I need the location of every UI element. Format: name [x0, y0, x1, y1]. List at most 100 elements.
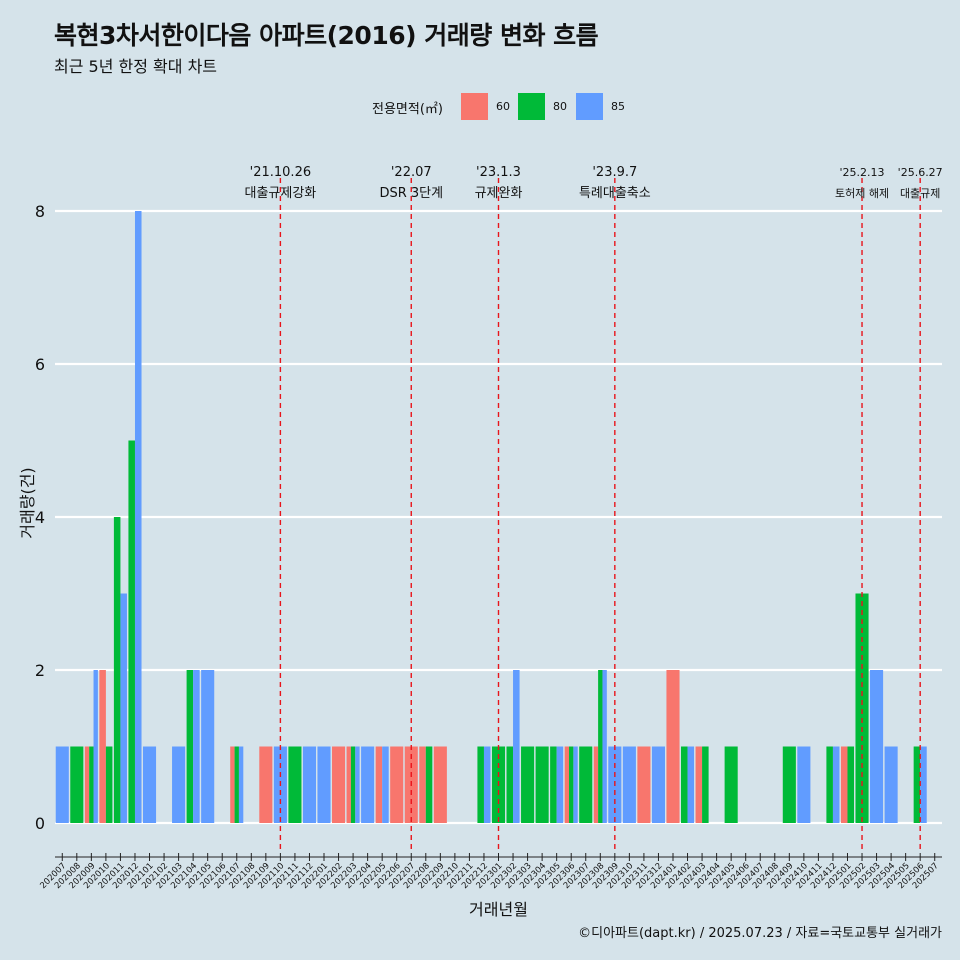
y-tick-label: 0 [35, 814, 45, 833]
bar-80-202203 [350, 746, 356, 823]
bar-80-202011 [113, 517, 121, 823]
bar-85-202203 [355, 746, 360, 823]
event-date-label: '23.9.7 [592, 165, 637, 180]
legend-label-85: 85 [611, 100, 625, 113]
bar-85-202306 [573, 746, 578, 823]
bar-80-202412 [826, 746, 833, 823]
event-desc-label: 특례대출축소 [579, 186, 651, 201]
bar-85-202308 [602, 670, 607, 823]
event-desc-label: 토허제 해제 [835, 186, 889, 200]
bar-60-202403 [695, 746, 703, 823]
bar-80-202303 [521, 746, 535, 823]
y-tick-label: 2 [35, 661, 45, 680]
legend-key-60 [461, 93, 488, 120]
bar-85-202205 [382, 746, 389, 823]
bar-85-202312 [651, 746, 665, 823]
bar-60-202208 [419, 746, 426, 823]
bar-85-202503 [870, 670, 884, 823]
bar-80-202405 [724, 746, 738, 823]
legend-key-85 [576, 93, 603, 120]
bar-80-202012 [128, 440, 135, 823]
event-date-label: '21.10.26 [250, 165, 311, 180]
bar-85-202112 [302, 746, 317, 823]
bar-80-202104 [186, 670, 194, 823]
bar-60-202109 [259, 746, 273, 823]
bar-80-202304 [535, 746, 549, 823]
bar-80-202208 [425, 746, 433, 823]
bar-80-202305 [550, 746, 557, 823]
y-axis-title: 거래량(건) [18, 467, 37, 538]
event-desc-label: 대출규제강화 [245, 186, 317, 201]
bar-60-202206 [390, 746, 404, 823]
bar-85-202410 [797, 746, 811, 823]
bar-60-202205 [375, 746, 383, 823]
bar-60-202401 [666, 670, 680, 823]
bar-85-202101 [142, 746, 157, 823]
bar-80-202010 [105, 746, 113, 823]
bar-80-202506 [913, 746, 921, 823]
legend: 전용면적(㎡) 60 80 85 [0, 92, 960, 122]
bar-85-202103 [172, 746, 186, 823]
event-desc-label: 대출규제 [900, 187, 940, 200]
bar-80-202107 [234, 746, 239, 823]
event-date-label: '23.1.3 [476, 165, 521, 180]
legend-title: 전용면적(㎡) [372, 102, 443, 117]
legend-label-60: 60 [496, 100, 510, 113]
event-date-label: '25.2.13 [840, 166, 885, 179]
bar-80-202409 [782, 746, 796, 823]
bar-60-202306 [564, 746, 570, 823]
bar-80-202307 [579, 746, 593, 823]
bar-80-202308 [598, 670, 603, 823]
event-date-label: '22.07 [391, 165, 432, 180]
bar-85-202012 [134, 211, 142, 823]
bar-85-202204 [361, 746, 375, 823]
bar-85-202009 [93, 670, 98, 823]
bar-80-202008 [70, 746, 84, 823]
bar-80-202403 [702, 746, 709, 823]
bar-85-202504 [884, 746, 898, 823]
bar-85-202007 [55, 746, 69, 823]
legend-key-80 [518, 93, 545, 120]
bar-80-202501 [847, 746, 855, 823]
bar-60-202010 [99, 670, 106, 823]
bar-80-202502 [855, 593, 869, 823]
bar-60-202311 [637, 746, 651, 823]
bar-85-202201 [317, 746, 331, 823]
event-desc-label: 규제완화 [475, 186, 523, 201]
bar-85-202011 [120, 593, 127, 823]
bar-85-202104 [193, 670, 200, 823]
bar-85-202506 [920, 746, 927, 823]
bar-60-202308 [593, 746, 599, 823]
y-tick-label: 6 [35, 355, 45, 374]
bar-85-202107 [238, 746, 244, 823]
bar-80-202402 [680, 746, 688, 823]
chart-subtitle: 최근 5년 한정 확대 차트 [54, 57, 218, 76]
bar-80-202212 [477, 746, 484, 823]
x-axis-title: 거래년월 [469, 900, 528, 919]
bar-80-202009 [89, 746, 94, 823]
bar-60-202203 [346, 746, 351, 823]
chart-title: 복현3차서한이다음 아파트(2016) 거래량 변화 흐름 [54, 21, 599, 50]
bar-80-202302 [506, 746, 514, 823]
bar-60-202107 [230, 746, 235, 823]
bar-85-202212 [483, 746, 491, 823]
bar-85-202305 [556, 746, 564, 823]
bar-80-202111 [288, 746, 302, 823]
bar-85-202105 [201, 670, 215, 823]
bar-60-202501 [840, 746, 848, 823]
legend-label-80: 80 [553, 100, 567, 113]
chart-caption: ©디아파트(dapt.kr) / 2025.07.23 / 자료=국토교통부 실… [578, 926, 942, 941]
bar-60-202202 [332, 746, 346, 823]
y-tick-label: 4 [35, 508, 45, 527]
bar-85-202302 [513, 670, 520, 823]
bar-60-202009 [84, 746, 90, 823]
bar-85-202310 [622, 746, 636, 823]
event-desc-label: DSR 3단계 [379, 186, 443, 201]
bar-80-202306 [569, 746, 574, 823]
bar-85-202412 [832, 746, 840, 823]
bar-85-202402 [687, 746, 695, 823]
bar-60-202209 [433, 746, 447, 823]
y-tick-label: 8 [35, 202, 45, 221]
event-date-label: '25.6.27 [898, 166, 943, 179]
